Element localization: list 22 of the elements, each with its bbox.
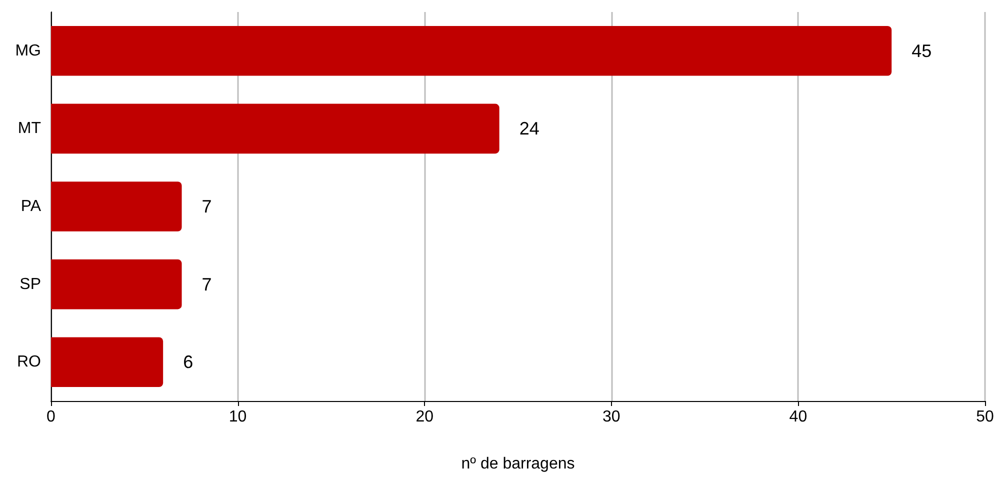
bar [51, 104, 500, 154]
x-tick-label: 20 [416, 408, 434, 426]
y-tick-label: MT [18, 120, 42, 138]
y-tick-label: RO [17, 354, 41, 371]
x-tick-label: 0 [46, 408, 56, 426]
x-tick-label: 30 [602, 408, 620, 426]
bar [51, 259, 182, 310]
x-tick-label: 50 [976, 408, 994, 426]
x-tick-label: 40 [789, 408, 808, 426]
data-label: 24 [519, 118, 540, 139]
data-label: 7 [202, 196, 212, 216]
x-tick-label: 10 [228, 408, 247, 426]
y-tick-label: SP [20, 276, 41, 293]
x-axis-title: nº de barragens [461, 456, 575, 472]
bar [51, 182, 182, 232]
y-tick-label: PA [20, 198, 42, 215]
data-label: 45 [912, 40, 932, 61]
bar [51, 337, 164, 387]
data-label: 6 [183, 352, 194, 372]
y-tick-label: MG [15, 42, 41, 60]
bar [51, 26, 892, 76]
data-label: 7 [202, 274, 212, 294]
